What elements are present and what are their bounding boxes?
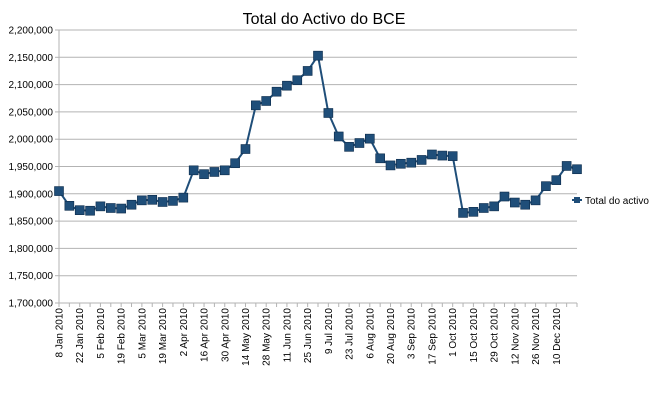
x-tick-label: 22 Jan 2010 xyxy=(75,308,86,363)
chart-axes xyxy=(58,30,577,304)
y-tick-label: 2,000,000 xyxy=(9,135,54,146)
x-tick-label: 30 Apr 2010 xyxy=(220,308,231,362)
y-tick-label: 2,050,000 xyxy=(9,107,54,118)
x-tick-label: 14 May 2010 xyxy=(241,308,252,366)
data-point xyxy=(54,186,64,196)
data-point xyxy=(572,164,582,175)
x-tick-label: 25 Jun 2010 xyxy=(303,308,314,363)
x-tick-label: 2 Apr 2010 xyxy=(179,308,190,357)
legend-label: Total do activo xyxy=(585,196,649,207)
data-point xyxy=(323,108,334,118)
data-point xyxy=(240,144,251,154)
data-point xyxy=(333,131,344,142)
data-point xyxy=(489,201,499,212)
data-point xyxy=(271,86,282,97)
data-point xyxy=(406,157,417,168)
x-tick-label: 5 Mar 2010 xyxy=(137,308,148,359)
data-point xyxy=(478,203,489,213)
data-point xyxy=(427,149,437,160)
data-point xyxy=(230,158,240,169)
data-point xyxy=(219,165,230,176)
chart-series xyxy=(54,50,582,218)
x-tick-label: 3 Sep 2010 xyxy=(407,308,418,360)
data-point xyxy=(313,50,323,61)
y-tick-label: 1,850,000 xyxy=(9,217,54,228)
data-point xyxy=(251,100,261,111)
data-point xyxy=(178,192,189,203)
x-tick-label: 11 Jun 2010 xyxy=(282,308,293,363)
data-point xyxy=(510,197,520,208)
data-point xyxy=(137,195,147,206)
data-point xyxy=(292,75,303,86)
x-tick-label: 19 Mar 2010 xyxy=(158,308,169,365)
data-point xyxy=(282,80,292,91)
x-tick-label: 8 Jan 2010 xyxy=(55,308,66,358)
x-tick-label: 17 Sep 2010 xyxy=(427,308,438,365)
data-point xyxy=(199,169,209,179)
data-point xyxy=(468,207,479,217)
y-tick-label: 1,750,000 xyxy=(9,271,54,282)
x-tick-label: 29 Oct 2010 xyxy=(490,308,501,363)
x-tick-label: 26 Nov 2010 xyxy=(531,308,542,365)
data-point xyxy=(447,151,458,161)
x-tick-label: 10 Dec 2010 xyxy=(552,308,563,365)
data-point xyxy=(354,138,365,148)
y-tick-label: 1,950,000 xyxy=(9,162,54,173)
chart-legend: Total do activo xyxy=(572,196,649,207)
data-point xyxy=(126,199,137,210)
data-point xyxy=(385,160,396,171)
data-point xyxy=(95,201,106,212)
y-axis-ticks: 1,700,000 1,750,000 1,800,000 1,850,000 1,90… xyxy=(9,26,54,310)
data-point xyxy=(551,175,562,185)
data-point xyxy=(437,150,448,161)
data-point xyxy=(520,199,531,210)
data-point xyxy=(499,191,510,202)
data-point xyxy=(116,203,126,214)
data-point xyxy=(168,196,178,206)
data-point xyxy=(530,195,541,206)
y-tick-label: 2,200,000 xyxy=(9,26,54,37)
x-tick-label: 6 Aug 2010 xyxy=(365,308,376,359)
chart-grid xyxy=(55,29,577,304)
data-point xyxy=(147,195,158,205)
x-tick-label: 19 Feb 2010 xyxy=(117,308,128,365)
data-point xyxy=(74,205,85,215)
data-point xyxy=(561,161,572,171)
data-point xyxy=(375,153,385,164)
data-point xyxy=(396,158,406,169)
x-tick-label: 5 Feb 2010 xyxy=(96,308,107,359)
chart-title: Total do Activo do BCE xyxy=(243,11,406,28)
data-point xyxy=(302,66,313,76)
x-axis-ticks: 8 Jan 2010 22 Jan 2010 5 Feb 2010 19 Feb 20… xyxy=(55,303,578,366)
data-point xyxy=(157,197,168,207)
y-tick-label: 1,900,000 xyxy=(9,189,54,200)
series-line xyxy=(58,54,578,214)
x-tick-label: 9 Jul 2010 xyxy=(324,308,335,355)
data-point xyxy=(64,201,75,211)
y-tick-label: 2,150,000 xyxy=(9,53,54,64)
y-tick-label: 2,100,000 xyxy=(9,80,54,91)
data-point xyxy=(541,181,551,191)
x-tick-label: 1 Oct 2010 xyxy=(448,308,459,357)
legend-marker xyxy=(574,197,580,203)
x-tick-label: 15 Oct 2010 xyxy=(469,308,480,363)
data-point xyxy=(364,133,375,144)
y-tick-label: 1,800,000 xyxy=(9,244,54,255)
x-tick-label: 12 Nov 2010 xyxy=(510,308,521,365)
data-point xyxy=(188,165,199,176)
data-point xyxy=(85,205,95,216)
data-point xyxy=(261,96,272,106)
data-point xyxy=(344,142,354,152)
data-point xyxy=(416,155,427,165)
y-tick-label: 1,700,000 xyxy=(9,299,54,310)
x-tick-label: 28 May 2010 xyxy=(262,308,273,366)
data-point xyxy=(209,167,220,177)
data-point xyxy=(106,203,116,213)
x-tick-label: 20 Aug 2010 xyxy=(386,308,397,365)
x-tick-label: 23 Jul 2010 xyxy=(345,308,356,360)
x-tick-label: 16 Apr 2010 xyxy=(200,308,211,362)
data-point xyxy=(458,208,468,218)
